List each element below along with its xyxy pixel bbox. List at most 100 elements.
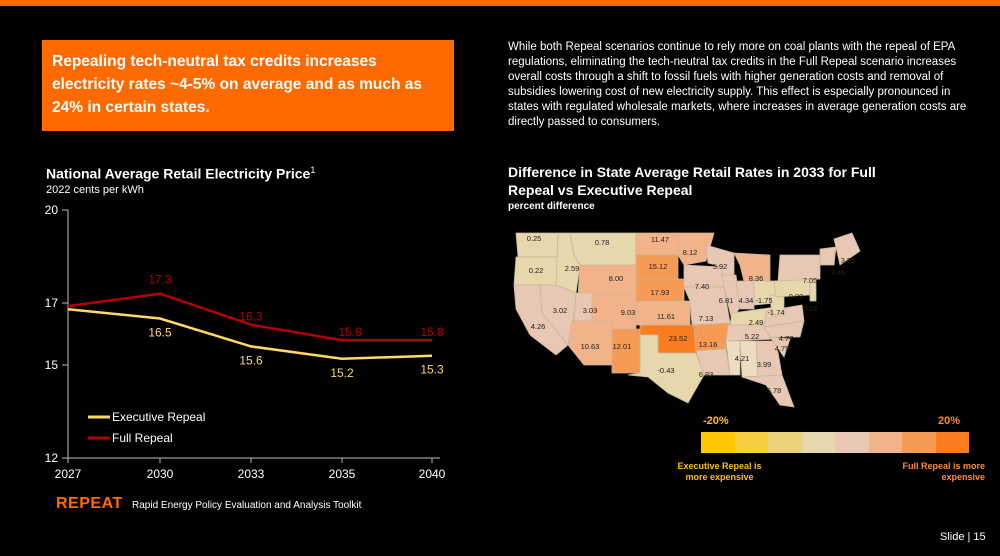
state-value-label-co: 9.03: [621, 308, 636, 317]
state-value-label-nv: 3.02: [553, 306, 568, 315]
state-shape-nm: [611, 328, 641, 374]
series-line-full-repeal: [67, 292, 432, 342]
state-value-label-me: 3.55: [841, 256, 856, 265]
data-label-full: 17.3: [148, 273, 172, 287]
state-shape-vt: [819, 246, 837, 266]
x-tick-label: 2033: [238, 467, 265, 481]
line-chart: 20 17 15 12 2027 2030 2033 2035 2040 16.5 15.6 15.2…: [45, 203, 446, 481]
x-tick-label: 2040: [419, 467, 446, 481]
data-label-executive: 16.5: [148, 326, 172, 340]
data-label-executive: 15.2: [330, 366, 354, 380]
scale-note-full: Full Repeal is more expensive: [902, 461, 985, 482]
data-label-executive: 15.6: [239, 353, 263, 367]
state-value-label-ar: 13.16: [699, 340, 718, 349]
state-value-label-va: 4.77: [779, 334, 794, 343]
footer-subtitle: Rapid Energy Policy Evaluation and Analy…: [132, 500, 362, 511]
series-line-executive-repeal: [67, 307, 433, 361]
state-shape-wy: [577, 264, 637, 296]
scale-swatch: [734, 432, 768, 453]
state-value-label-ga: 4.21: [735, 354, 750, 363]
scale-swatch: [868, 432, 902, 453]
map-chart-title: Difference in State Average Retail Rates…: [508, 164, 876, 198]
state-value-label-nj: 0.24: [803, 304, 818, 313]
state-value-label-ca: 4.26: [531, 322, 546, 331]
state-value-label-ia: 7.40: [695, 282, 710, 291]
state-value-label-mn: 8.12: [683, 248, 698, 257]
state-value-label-tx: -0.43: [657, 366, 674, 375]
scale-swatch: [801, 432, 835, 453]
state-value-label-az: 10.63: [581, 342, 600, 351]
scale-note-executive: Executive Repeal is more expensive: [677, 461, 762, 482]
key-finding-callout: Repealing tech-neutral tax credits incre…: [42, 40, 454, 131]
state-value-label-wy: 8.00: [609, 274, 624, 283]
state-value-label-nm: 12.01: [613, 342, 632, 351]
repeat-logo: REPEAT: [56, 495, 123, 512]
state-value-label-vt: 3.46: [831, 268, 846, 277]
legend-label: Full Repeal: [112, 431, 173, 445]
scale-swatch: [935, 432, 969, 453]
state-shape-ms: [725, 340, 741, 376]
legend-label: Executive Repeal: [112, 410, 205, 424]
state-value-label-ks: 11.61: [657, 312, 675, 321]
explanation-paragraph: While both Repeal scenarios continue to …: [508, 41, 967, 128]
us-state-map: 0.25 0.78 11.47 8.12 0.22 2.59 15.12 5.92 8.36 7.…: [513, 232, 861, 408]
state-value-label-il: 6.81: [719, 296, 734, 305]
scale-swatch: [701, 432, 735, 453]
state-value-label-ky: 2.49: [749, 318, 764, 327]
state-shape-in: [735, 280, 755, 310]
y-tick-label: 20: [45, 203, 59, 217]
state-value-label-mo: 7.13: [699, 314, 714, 323]
scale-swatch: [902, 432, 936, 453]
state-value-label-nc: 4.79: [775, 344, 790, 353]
line-chart-footnote: 1: [310, 165, 316, 175]
data-label-full: 15.8: [338, 325, 362, 339]
state-value-label-tn: 5.22: [745, 332, 760, 341]
y-tick-label: 12: [45, 451, 59, 465]
state-value-label-mt: 0.78: [595, 238, 610, 247]
state-value-label-sc: 3.99: [757, 360, 772, 369]
scale-min-label: -20%: [703, 415, 729, 427]
line-chart-subtitle: 2022 cents per kWh: [46, 184, 144, 196]
state-value-label-nd: 11.47: [651, 235, 669, 244]
state-shape-az: [567, 320, 613, 366]
scale-max-label: 20%: [938, 415, 961, 427]
callout-text: Repealing tech-neutral tax credits incre…: [52, 53, 423, 116]
x-tick-label: 2027: [55, 467, 82, 481]
state-shape-fl: [741, 374, 795, 408]
state-shape-sc: [769, 336, 791, 358]
state-value-label-id: 2.59: [565, 264, 580, 273]
state-value-label-fl: 5.78: [767, 386, 782, 395]
top-accent-bar: [0, 0, 1000, 6]
state-shape-mn: [677, 232, 715, 266]
line-chart-title: National Average Retail Electricity Pric…: [46, 165, 316, 182]
scale-swatch: [768, 432, 802, 453]
state-value-label-ne: 17.93: [651, 288, 670, 297]
state-shape-ny: [777, 254, 821, 282]
state-value-label-oh: -1.75: [755, 296, 772, 305]
state-value-label-la: 6.83: [699, 370, 714, 379]
state-shape-me: [833, 232, 861, 266]
state-value-label-ut: 3.03: [583, 306, 598, 315]
y-tick-label: 15: [45, 358, 59, 372]
slide-number: Slide | 15: [940, 531, 986, 543]
state-value-label-mi: 8.36: [749, 274, 764, 283]
state-value-label-wa: 0.25: [527, 234, 542, 243]
x-tick-label: 2030: [147, 467, 174, 481]
state-value-label-pa: 0.09: [789, 292, 804, 301]
state-shape-tx: [627, 334, 705, 404]
x-tick-label: 2035: [329, 467, 356, 481]
data-label-executive: 15.3: [420, 363, 444, 377]
data-label-full: 15.8: [420, 325, 444, 339]
y-tick-label: 17: [45, 296, 59, 310]
map-chart-subtitle: percent difference: [508, 201, 595, 212]
state-value-label-in: 4.34: [739, 296, 754, 305]
state-value-label-or: 0.22: [529, 266, 544, 275]
state-value-label-wi: 5.92: [713, 262, 728, 271]
state-value-label-ok: 23.52: [669, 334, 688, 343]
state-value-label-wv: -1.74: [767, 308, 784, 317]
scale-swatch: [835, 432, 869, 453]
state-value-label-ny: 7.05: [803, 276, 818, 285]
data-label-full: 16.3: [239, 310, 263, 324]
color-scale-bar: [701, 432, 969, 453]
state-value-label-sd: 15.12: [649, 262, 668, 271]
